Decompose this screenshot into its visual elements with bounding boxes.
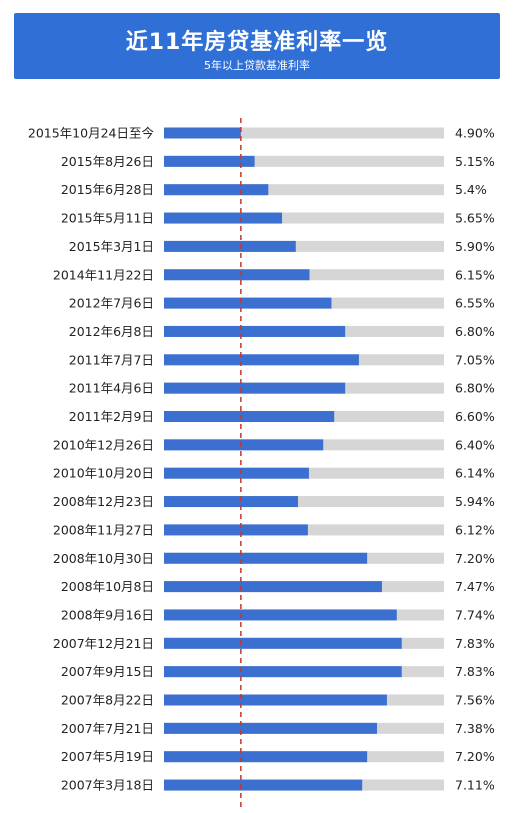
bar	[164, 581, 382, 593]
bar	[164, 722, 378, 734]
category-label: 2007年3月18日	[61, 778, 154, 793]
category-label: 2012年6月8日	[69, 324, 154, 339]
category-label: 2008年10月8日	[61, 579, 154, 594]
value-label: 5.90%	[455, 239, 495, 254]
bar	[164, 240, 296, 252]
bar	[164, 552, 368, 564]
value-label: 7.56%	[455, 693, 495, 708]
title-banner: 近11年房贷基准利率一览 5年以上贷款基准利率	[14, 13, 500, 79]
bar	[164, 467, 309, 479]
category-label: 2007年12月21日	[53, 636, 154, 651]
category-label: 2007年5月19日	[61, 749, 154, 764]
value-label: 7.38%	[455, 721, 495, 736]
value-label: 7.05%	[455, 352, 495, 367]
value-label: 4.90%	[455, 126, 495, 141]
bar	[164, 496, 298, 508]
value-label: 7.20%	[455, 749, 495, 764]
bar	[164, 127, 241, 139]
value-label: 7.47%	[455, 579, 495, 594]
value-label: 6.14%	[455, 466, 495, 481]
value-label: 7.74%	[455, 607, 495, 622]
value-label: 6.60%	[455, 409, 495, 424]
value-label: 7.20%	[455, 551, 495, 566]
category-label: 2015年3月1日	[69, 239, 154, 254]
category-label: 2008年11月27日	[53, 522, 154, 537]
value-label: 6.15%	[455, 267, 495, 282]
bar	[164, 751, 368, 763]
bar	[164, 524, 308, 536]
category-label: 2007年7月21日	[61, 721, 154, 736]
bar-track	[164, 155, 444, 167]
bar	[164, 609, 397, 621]
value-label: 6.80%	[455, 324, 495, 339]
category-label: 2011年2月9日	[69, 409, 154, 424]
value-label: 7.11%	[455, 778, 495, 793]
category-label: 2008年10月30日	[53, 551, 154, 566]
value-label: 5.4%	[455, 182, 487, 197]
category-label: 2015年10月24日至今	[28, 126, 155, 141]
category-label: 2015年6月28日	[61, 182, 154, 197]
bar	[164, 439, 324, 451]
bar	[164, 212, 283, 224]
bar	[164, 354, 359, 366]
value-label: 5.94%	[455, 494, 495, 509]
bar-track	[164, 212, 444, 224]
bar-track	[164, 184, 444, 196]
bar	[164, 666, 402, 678]
category-label: 2011年4月6日	[69, 381, 154, 396]
category-label: 2008年9月16日	[61, 607, 154, 622]
category-label: 2012年7月6日	[69, 296, 154, 311]
bar	[164, 694, 387, 706]
bar-track	[164, 240, 444, 252]
value-label: 6.55%	[455, 296, 495, 311]
category-label: 2014年11月22日	[53, 267, 154, 282]
value-label: 5.65%	[455, 211, 495, 226]
value-label: 6.40%	[455, 437, 495, 452]
value-label: 6.80%	[455, 381, 495, 396]
category-label: 2007年8月22日	[61, 693, 154, 708]
bar	[164, 637, 402, 649]
category-label: 2011年7月7日	[69, 352, 154, 367]
category-label: 2010年10月20日	[53, 466, 154, 481]
bar	[164, 297, 332, 309]
category-label: 2007年9月15日	[61, 664, 154, 679]
bar-track	[164, 496, 444, 508]
bar	[164, 779, 363, 791]
chart-title: 近11年房贷基准利率一览	[125, 30, 389, 55]
bar	[164, 382, 346, 394]
bar	[164, 325, 346, 337]
category-label: 2015年5月11日	[61, 211, 154, 226]
value-label: 7.83%	[455, 636, 495, 651]
chart-subtitle: 5年以上贷款基准利率	[204, 59, 310, 72]
category-label: 2015年8月26日	[61, 154, 154, 169]
bar	[164, 155, 255, 167]
bar	[164, 269, 310, 281]
category-label: 2008年12月23日	[53, 494, 154, 509]
category-label: 2010年12月26日	[53, 437, 154, 452]
bar	[164, 411, 335, 422]
bar-track	[164, 127, 444, 139]
value-label: 6.12%	[455, 522, 495, 537]
value-label: 5.15%	[455, 154, 495, 169]
value-label: 7.83%	[455, 664, 495, 679]
bar	[164, 184, 269, 196]
